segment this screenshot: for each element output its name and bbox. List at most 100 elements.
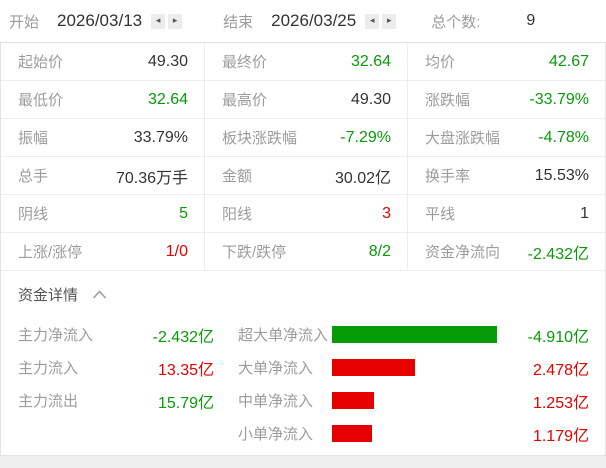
stat-cell-change-pct: 涨跌幅 -33.79% <box>408 81 605 118</box>
stat-label: 起始价 <box>18 54 64 71</box>
stat-value: 32.64 <box>350 52 391 70</box>
stat-value: 49.30 <box>147 52 188 70</box>
stat-cell-lowest-price: 最低价 32.64 <box>1 81 205 118</box>
stat-cell-bullish-candles: 阳线 3 <box>205 195 408 232</box>
stat-cell-start-price: 起始价 49.30 <box>1 43 205 80</box>
fund-row-main-inflow: 主力流入 13.35亿 <box>18 351 214 384</box>
left-arrow-icon: ◂ <box>155 16 161 26</box>
stat-value: 33.79% <box>133 128 188 146</box>
stat-label: 下跌/跌停 <box>222 244 287 261</box>
end-date-value: 2026/03/25 <box>271 11 357 30</box>
stat-label: 上涨/涨停 <box>18 244 83 261</box>
stat-cell-amplitude: 振幅 33.79% <box>1 119 205 156</box>
stat-value: 1 <box>580 204 589 222</box>
table-row: 总手 70.36万手 金额 30.02亿 换手率 15.53% <box>1 157 605 195</box>
stat-value: 3 <box>382 204 391 222</box>
start-date-label: 开始 <box>9 13 40 31</box>
flow-bar <box>332 359 415 376</box>
order-flow-column: 超大单净流入 -4.910亿 大单净流入 2.478亿 中单净流入 1.253亿… <box>214 318 589 450</box>
stat-cell-net-fund-flow: 资金净流向 -2.432亿 <box>408 233 605 270</box>
fund-value: 1.179亿 <box>532 427 589 445</box>
right-arrow-icon: ▸ <box>386 16 392 26</box>
fund-details-body: 主力净流入 -2.432亿 主力流入 13.35亿 主力流出 15.79亿 超大… <box>18 318 589 450</box>
interval-stats-panel: 起始价 49.30 最终价 32.64 均价 42.67 最低价 32.64 最… <box>0 42 606 456</box>
stat-value: 5 <box>179 204 188 222</box>
stat-label: 换手率 <box>425 168 471 185</box>
flow-bar <box>332 425 372 442</box>
collapse-chevron-icon[interactable] <box>92 289 107 299</box>
stat-cell-turnover-rate: 换手率 15.53% <box>408 157 605 194</box>
stat-value: -33.79% <box>529 90 589 108</box>
stat-cell-flat-candles: 平线 1 <box>408 195 605 232</box>
fund-bar-row-small-orders: 小单净流入 1.179亿 <box>238 417 589 450</box>
stat-value: 42.67 <box>548 52 589 70</box>
stat-value: 49.30 <box>350 90 391 108</box>
fund-label: 小单净流入 <box>238 426 314 443</box>
stat-label: 平线 <box>425 206 456 223</box>
stat-cell-up-limitup: 上涨/涨停 1/0 <box>1 233 205 270</box>
stat-label: 振幅 <box>18 130 49 147</box>
stat-cell-market-change: 大盘涨跌幅 -4.78% <box>408 119 605 156</box>
end-date-prev-button[interactable]: ◂ <box>365 13 380 29</box>
fund-bar-row-large-orders: 大单净流入 2.478亿 <box>238 351 589 384</box>
left-arrow-icon: ◂ <box>369 16 375 26</box>
fund-label: 主力流入 <box>18 360 79 377</box>
fund-details-section: 资金详情 主力净流入 -2.432亿 主力流入 13.35亿 主力流出 15.7… <box>1 271 605 450</box>
fund-value: -2.432亿 <box>152 328 214 346</box>
stat-label: 金额 <box>222 168 253 185</box>
table-row: 起始价 49.30 最终价 32.64 均价 42.67 <box>1 43 605 81</box>
stat-value: 30.02亿 <box>334 169 391 187</box>
stats-table: 起始价 49.30 最终价 32.64 均价 42.67 最低价 32.64 最… <box>1 43 605 271</box>
stat-value: 15.53% <box>534 166 589 184</box>
end-date-next-button[interactable]: ▸ <box>382 13 397 29</box>
stat-value: 1/0 <box>165 242 188 260</box>
table-row: 振幅 33.79% 板块涨跌幅 -7.29% 大盘涨跌幅 -4.78% <box>1 119 605 157</box>
stat-label: 阳线 <box>222 206 253 223</box>
stat-value: -4.78% <box>538 128 589 146</box>
table-row: 最低价 32.64 最高价 49.30 涨跌幅 -33.79% <box>1 81 605 119</box>
stat-value: 8/2 <box>368 242 391 260</box>
total-count-value: 9 <box>526 12 536 29</box>
fund-label: 中单净流入 <box>238 393 314 410</box>
main-force-column: 主力净流入 -2.432亿 主力流入 13.35亿 主力流出 15.79亿 <box>18 318 214 450</box>
fund-label: 主力流出 <box>18 393 79 410</box>
fund-label: 超大单净流入 <box>238 327 329 344</box>
fund-row-main-net-inflow: 主力净流入 -2.432亿 <box>18 318 214 351</box>
flow-bar-track <box>332 359 502 376</box>
right-arrow-icon: ▸ <box>172 16 178 26</box>
stat-label: 大盘涨跌幅 <box>425 130 501 147</box>
stat-cell-amount: 金额 30.02亿 <box>205 157 408 194</box>
stat-value: 70.36万手 <box>115 169 188 187</box>
stat-cell-sector-change: 板块涨跌幅 -7.29% <box>205 119 408 156</box>
total-count-label: 总个数: <box>431 13 481 31</box>
flow-bar-track <box>332 392 502 409</box>
table-row: 阴线 5 阳线 3 平线 1 <box>1 195 605 233</box>
stat-value: 32.64 <box>147 90 188 108</box>
start-date-value: 2026/03/13 <box>57 11 143 30</box>
stat-label: 资金净流向 <box>425 244 501 261</box>
stat-label: 总手 <box>18 168 49 185</box>
flow-bar <box>332 326 497 343</box>
start-date-prev-button[interactable]: ◂ <box>151 13 166 29</box>
fund-bar-row-medium-orders: 中单净流入 1.253亿 <box>238 384 589 417</box>
fund-row-main-outflow: 主力流出 15.79亿 <box>18 384 214 417</box>
fund-value: -4.910亿 <box>527 328 589 346</box>
fund-label: 主力净流入 <box>18 327 94 344</box>
stat-label: 最终价 <box>222 54 268 71</box>
stat-cell-avg-price: 均价 42.67 <box>408 43 605 80</box>
stat-cell-final-price: 最终价 32.64 <box>205 43 408 80</box>
stat-cell-down-limitdown: 下跌/跌停 8/2 <box>205 233 408 270</box>
start-date-next-button[interactable]: ▸ <box>168 13 183 29</box>
fund-value: 1.253亿 <box>532 394 589 412</box>
stat-label: 阴线 <box>18 206 49 223</box>
fund-label: 大单净流入 <box>238 360 314 377</box>
stat-label: 板块涨跌幅 <box>222 130 298 147</box>
stat-label: 涨跌幅 <box>425 92 471 109</box>
stat-value: -7.29% <box>340 128 391 146</box>
stat-cell-total-volume: 总手 70.36万手 <box>1 157 205 194</box>
flow-bar-track <box>332 425 502 442</box>
flow-bar-track <box>332 326 502 343</box>
stat-value: -2.432亿 <box>527 245 589 263</box>
stat-cell-highest-price: 最高价 49.30 <box>205 81 408 118</box>
date-range-bar: 开始 2026/03/13 ◂ ▸ 结束 2026/03/25 ◂ ▸ 总个数:… <box>0 0 606 42</box>
